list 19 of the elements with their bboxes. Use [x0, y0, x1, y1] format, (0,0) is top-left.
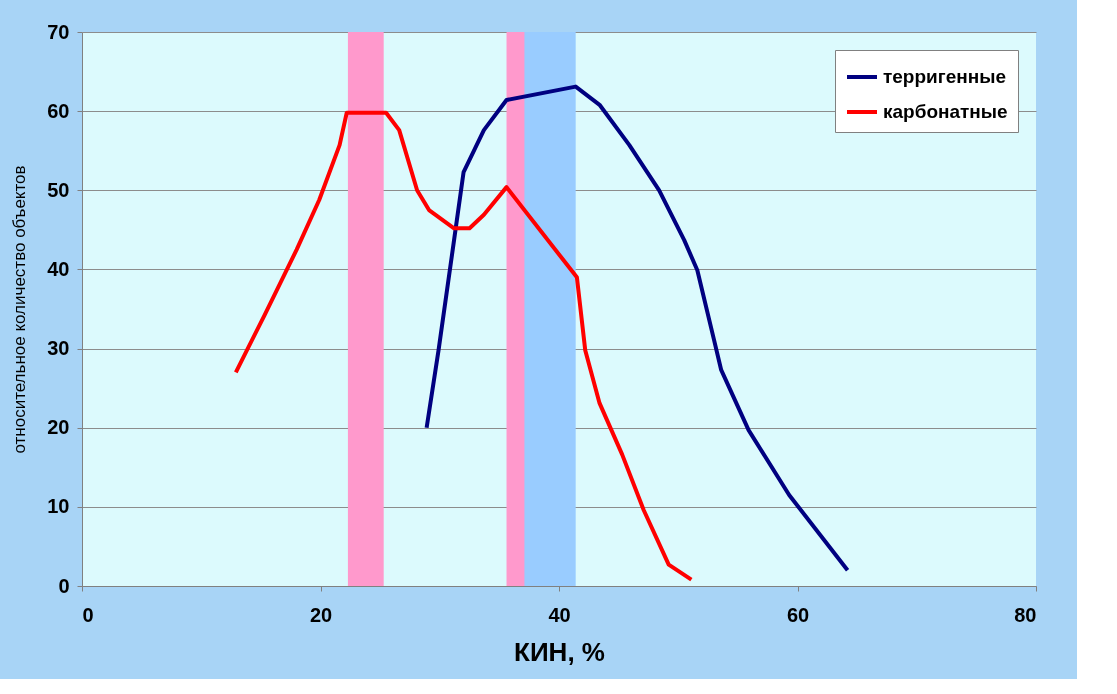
- x-tick-label: 0: [82, 603, 94, 626]
- line-series: [233, 110, 694, 582]
- x-tick-label: 20: [309, 603, 333, 626]
- y-tick-label: 70: [47, 20, 70, 43]
- y-tick-label: 50: [47, 178, 70, 201]
- y-tick-label: 10: [47, 495, 70, 518]
- legend-label: терригенные: [883, 66, 1006, 87]
- x-tick-label: 80: [1014, 603, 1037, 626]
- legend-label: карбонатные: [883, 101, 1008, 122]
- y-tick-label: 20: [47, 416, 70, 439]
- y-tick-label: 40: [47, 257, 70, 280]
- y-axis-title: относительное количество объектов: [10, 165, 30, 454]
- line-series: [424, 84, 850, 573]
- y-tick-label: 30: [47, 337, 70, 360]
- y-tick-label: 60: [47, 99, 70, 122]
- y-tick-label: 0: [58, 574, 70, 597]
- x-tick-label: 40: [548, 603, 571, 626]
- x-tick-label: 60: [786, 603, 810, 626]
- x-axis-title: КИН, %: [514, 636, 605, 667]
